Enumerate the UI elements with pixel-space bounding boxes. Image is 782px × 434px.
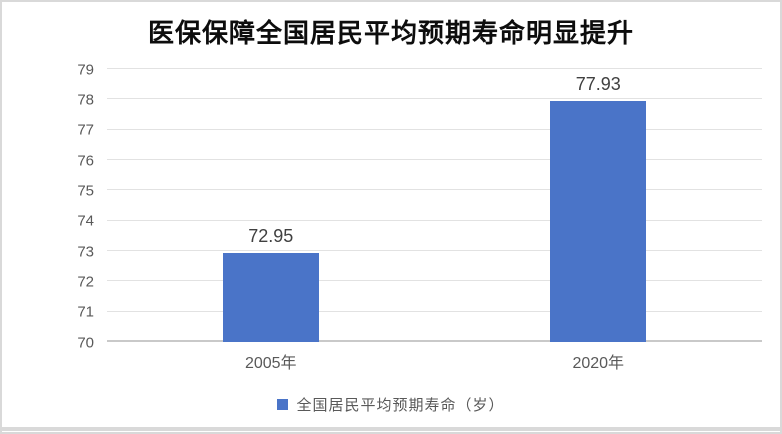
bar-slot: 77.93 xyxy=(435,69,763,342)
bar-slot: 72.95 xyxy=(107,69,435,342)
y-axis: 70 71 72 73 74 75 76 77 78 79 xyxy=(42,61,94,351)
y-tick-label: 74 xyxy=(77,212,94,230)
gridline xyxy=(107,250,762,251)
y-tick-label: 77 xyxy=(77,121,94,139)
gridline xyxy=(107,128,762,130)
x-category-label: 2020年 xyxy=(572,355,625,372)
legend: 全国居民平均预期寿命（岁） xyxy=(2,394,780,415)
chart-title: 医保保障全国居民平均预期寿命明显提升 xyxy=(147,18,634,48)
y-tick-label: 76 xyxy=(77,152,94,169)
x-axis-line xyxy=(107,340,762,342)
y-tick-label: 72 xyxy=(77,273,94,291)
gridline xyxy=(107,189,762,191)
y-tick-label: 79 xyxy=(77,61,94,78)
gridline xyxy=(107,98,762,100)
bar-2005年 xyxy=(222,252,319,342)
gridline xyxy=(107,219,762,221)
y-tick-label: 70 xyxy=(77,334,94,351)
bottom-edge-strip xyxy=(2,427,780,431)
y-tick-label: 78 xyxy=(77,91,94,109)
y-tick-label: 73 xyxy=(77,243,94,260)
bar-value-label: 72.95 xyxy=(248,225,294,246)
gridline xyxy=(107,310,762,312)
gridline xyxy=(107,280,762,282)
bar-2020年 xyxy=(550,101,647,342)
legend-swatch-icon xyxy=(277,399,289,410)
plot-area: 72.95 77.93 xyxy=(107,68,762,342)
bars-layer: 72.95 77.93 xyxy=(107,69,762,342)
bar-value-label: 77.93 xyxy=(575,74,621,95)
x-axis: 2005年 2020年 xyxy=(107,349,762,373)
y-tick-label: 71 xyxy=(77,303,94,321)
gridline xyxy=(107,159,762,160)
y-tick-label: 75 xyxy=(77,182,94,200)
legend-label: 全国居民平均预期寿命（岁） xyxy=(296,397,505,414)
gridlines xyxy=(107,68,762,342)
gridline xyxy=(107,68,762,69)
x-category-label: 2005年 xyxy=(244,355,297,372)
